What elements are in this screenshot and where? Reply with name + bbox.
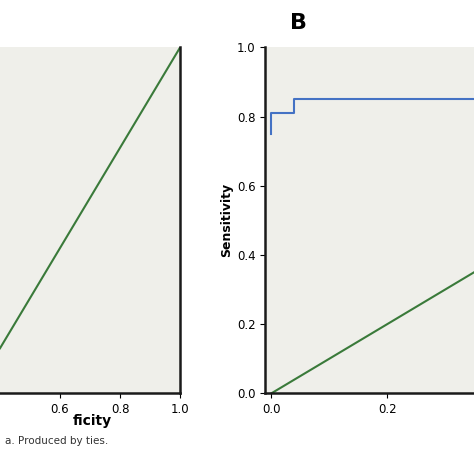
Text: a. Produced by ties.: a. Produced by ties. [5, 436, 108, 446]
X-axis label: ficity: ficity [73, 414, 112, 428]
Y-axis label: Sensitivity: Sensitivity [220, 183, 233, 257]
Text: B: B [290, 13, 307, 33]
